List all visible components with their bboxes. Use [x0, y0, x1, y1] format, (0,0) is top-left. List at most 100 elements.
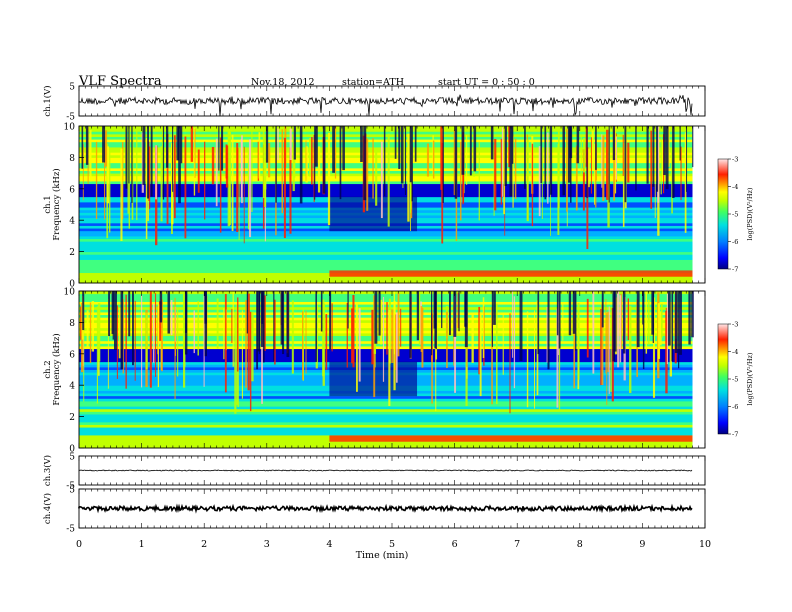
spectrogram-streak: [245, 300, 247, 388]
y-tick-label: 6: [69, 185, 75, 195]
spectrogram-dark-streak: [81, 126, 84, 169]
spectrogram-band: [79, 419, 693, 423]
spectrogram-streak: [606, 312, 608, 405]
spectrogram-streak: [494, 138, 497, 211]
spectrogram-dark-streak: [431, 291, 433, 356]
spectrogram-band: [79, 304, 693, 308]
spectrogram-streak: [514, 138, 517, 200]
spectrogram-streak: [216, 298, 219, 349]
spectrogram-streak: [251, 311, 254, 382]
x-tick-label: 10: [699, 539, 711, 550]
spectrogram-dark-streak: [165, 126, 169, 168]
spectrogram-streak: [149, 146, 151, 210]
spectrogram-band: [79, 180, 693, 185]
spectrogram-streak: [403, 134, 406, 171]
spectrogram-dark-streak: [176, 126, 180, 161]
spectrogram-dark-streak: [204, 291, 207, 357]
spectrogram-band: [79, 248, 693, 253]
spectrogram-band: [79, 173, 693, 177]
spectrogram-band: [79, 351, 693, 355]
spectrogram-dark-streak: [374, 291, 378, 344]
spectrogram-dark-streak: [549, 126, 553, 195]
start-time-label: start UT = 0 : 50 : 0: [438, 77, 535, 88]
spectrogram-dark-streak: [622, 291, 626, 354]
spectrogram-dark-streak: [642, 291, 644, 325]
spectrogram-streak: [257, 141, 260, 181]
spectrogram-streak: [134, 300, 136, 381]
spectrogram-band: [79, 186, 693, 190]
spectrogram-streak: [534, 310, 535, 409]
spectrogram-dark-streak: [275, 126, 277, 203]
spectrogram-dark-streak: [85, 126, 89, 165]
spectrogram-streak: [491, 307, 493, 405]
spectrogram-band: [79, 256, 693, 260]
spectrogram-dark-streak: [260, 291, 264, 347]
spectrogram-dark-streak: [449, 291, 451, 336]
spectrogram-streak: [387, 133, 390, 227]
spectrogram-dark-streak: [674, 291, 678, 354]
x-tick-label: 2: [201, 539, 207, 550]
spectrogram-band: [79, 327, 693, 331]
spectrogram-dark-streak: [601, 291, 604, 328]
y-tick-label: 8: [69, 319, 75, 329]
spectrogram-streak: [508, 126, 511, 168]
spectrogram-streak: [317, 146, 321, 193]
y-axis-label: Frequency (kHz): [51, 333, 62, 405]
spectrogram-streak: [157, 307, 159, 388]
spectrogram-dark-streak: [679, 291, 682, 355]
spectrogram-dark-streak: [246, 291, 249, 334]
spectrogram-streak: [380, 299, 383, 345]
spectrogram-streak: [127, 142, 129, 214]
x-tick-label: 1: [139, 539, 145, 550]
spectrogram-band: [79, 267, 693, 271]
spectrogram-streak: [454, 295, 457, 393]
spectrogram-dark-streak: [167, 291, 171, 334]
spectrogram-band: [79, 183, 693, 187]
spectrogram-streak: [82, 143, 84, 201]
spectrogram-dark-streak: [519, 291, 523, 361]
spectrogram-dark-streak: [132, 291, 134, 366]
spectrogram-band: [79, 251, 693, 255]
spectrogram-dark-streak: [586, 126, 588, 199]
spectrogram-streak: [236, 142, 239, 232]
spectrogram-streak: [107, 298, 109, 389]
spectrogram-streak: [173, 135, 176, 219]
spectrogram-dark-streak: [150, 126, 153, 197]
spectrogram-streak: [136, 127, 138, 221]
spectrogram-streak: [601, 304, 604, 386]
spectrogram-band: [79, 340, 693, 344]
spectrogram-streak: [526, 139, 529, 222]
y-axis-label: ch.3(V): [42, 455, 53, 486]
spectrogram-dark-streak: [322, 126, 326, 194]
spectrogram-dark-streak: [273, 291, 275, 362]
y-tick-label: -5: [66, 482, 75, 492]
spectrogram-streak: [177, 308, 179, 377]
spectrogram-band: [79, 144, 693, 148]
spectrogram-streak: [231, 134, 234, 232]
spectrogram-streak: [86, 310, 89, 349]
spectrogram-dim-region: [329, 196, 418, 232]
waveform-trace: [78, 94, 693, 117]
colorbar-tick-label: -3: [732, 321, 738, 329]
spectrogram-streak: [291, 300, 294, 374]
spectrogram-band: [79, 262, 693, 266]
spectrogram-band: [79, 194, 693, 198]
spectrogram-streak: [80, 306, 82, 340]
spectrogram-streak: [657, 303, 661, 359]
spectrogram-dark-streak: [562, 126, 565, 196]
spectrogram-streak: [91, 301, 95, 352]
spectrogram-streak: [531, 143, 534, 227]
spectrogram-streak: [446, 311, 448, 369]
spectrogram-streak: [116, 305, 118, 379]
spectrogram-dark-streak: [411, 126, 413, 202]
spectrogram-streak: [538, 146, 541, 217]
spectrogram-streak: [325, 314, 328, 370]
spectrogram-band: [79, 398, 693, 402]
spectrogram-dark-streak: [378, 291, 381, 336]
spectrogram-streak: [309, 137, 312, 177]
spectrogram-streak: [108, 149, 111, 233]
spectrogram-streak: [118, 308, 121, 359]
spectrogram-streak: [311, 137, 313, 185]
spectrogram-streak: [305, 146, 308, 183]
